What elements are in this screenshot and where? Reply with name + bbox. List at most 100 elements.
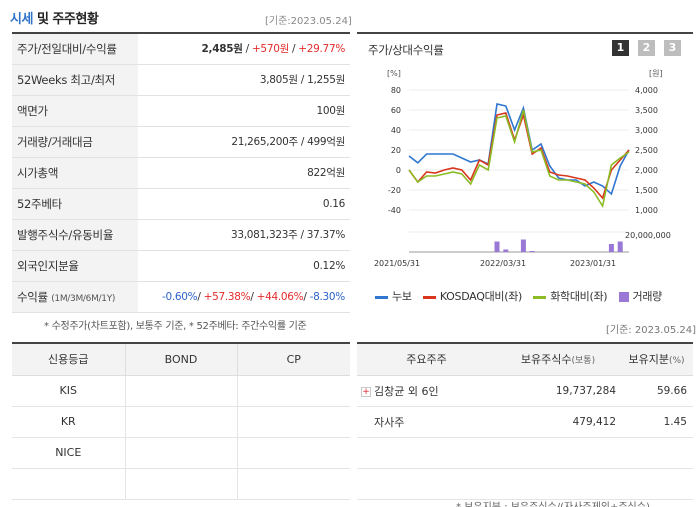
- legend-line-icon: [422, 295, 436, 299]
- row-value: 100원: [316, 105, 345, 117]
- shares-held: 19,737,284: [496, 375, 620, 407]
- right-tick-label: 1,000: [635, 206, 658, 215]
- relative-return-chart: [%] [원] 80 60 40 20 0 -20 -40 4,000 3,500 3,000 2…: [374, 69, 671, 268]
- header-credit: 신용등급: [12, 344, 125, 376]
- period-button-3[interactable]: 3: [664, 40, 681, 56]
- row-volume: 거래량/거래대금 21,265,200주 / 499억원: [12, 127, 350, 158]
- left-tick-label: 40: [391, 126, 401, 135]
- agency-name: KR: [12, 406, 125, 438]
- row-value: 21,265,200주 / 499억원: [231, 136, 345, 148]
- left-tick-label: -20: [388, 186, 401, 195]
- bond-rating: [124, 406, 237, 438]
- series-line: [408, 109, 630, 209]
- credit-rating-table: 신용등급 BOND CP KIS KR NICE: [12, 342, 350, 500]
- right-axis-ticks: 4,000 3,500 3,000 2,500 2,000 1,500 1,000: [635, 86, 658, 215]
- returns-periods: (1M/3M/6M/1Y): [51, 294, 116, 304]
- shareholders-footnote: * 보유지분 : 보유주식수/(자사주제외+주식수): [456, 498, 650, 507]
- reference-date: [기준:2023.05.24]: [265, 16, 352, 27]
- cp-rating: [236, 437, 350, 469]
- legend-line-icon: [375, 295, 388, 299]
- shareholder-name: [357, 468, 496, 500]
- return-1m: -0.60%: [161, 291, 198, 303]
- row-label: 52주베타: [12, 189, 138, 219]
- stake-percent: 59.66: [620, 375, 693, 407]
- chart-legend: 누보 KOSDAQ대비(좌) 화학대비(좌) 거래량: [375, 288, 670, 304]
- right-tick-label: 4,000: [635, 86, 658, 95]
- legend-square-icon: [618, 292, 629, 302]
- legend-item-nubo: 누보: [375, 290, 412, 303]
- row-label: 수익률 (1M/3M/6M/1Y): [12, 282, 138, 312]
- row-value: 822억원: [307, 167, 345, 179]
- table-row: [357, 468, 693, 500]
- series-line: [408, 103, 630, 196]
- table-row: 자사주 479,412 1.45: [357, 406, 693, 438]
- x-tick-label: 2022/03/31: [480, 259, 526, 268]
- row-price: 주가/전일대비/수익률 2,485원 / +570원 / +29.77%: [12, 34, 350, 65]
- left-tick-label: 60: [391, 106, 401, 115]
- stake-percent: 1.45: [620, 406, 693, 438]
- row-returns: 수익률 (1M/3M/6M/1Y) -0.60%/ +57.38%/ +44.0…: [12, 282, 350, 313]
- return-1y: -8.30%: [309, 291, 346, 303]
- stake-percent: [620, 468, 693, 500]
- table-row: KR: [12, 406, 350, 438]
- bond-rating: [124, 437, 237, 469]
- bond-rating: [124, 375, 237, 407]
- volume-bar: [520, 239, 526, 252]
- row-beta: 52주베타 0.16: [12, 189, 350, 220]
- right-tick-label: 2,500: [635, 146, 658, 155]
- x-tick-label: 2021/05/31: [374, 259, 420, 268]
- title-highlight: 시세: [10, 12, 33, 27]
- header-shareholder: 주요주주: [357, 344, 496, 376]
- volume-tick-label: 20,000,000: [625, 231, 671, 240]
- cp-rating: [236, 375, 350, 407]
- volume-bar: [617, 241, 623, 252]
- row-label: 거래량/거래대금: [12, 127, 138, 157]
- period-button-1[interactable]: 1: [612, 40, 629, 56]
- legend-line-icon: [533, 295, 547, 299]
- row-value: 3,805원 / 1,255원: [259, 74, 345, 86]
- cp-rating: [236, 406, 350, 438]
- legend-item-volume: 거래량: [618, 290, 662, 303]
- shareholders-table: 주요주주 보유주식수(보통) 보유지분(%) + 김창균 외 6인 19,737,…: [357, 342, 693, 500]
- left-axis-ticks: 80 60 40 20 0 -20 -40: [388, 86, 401, 215]
- chart-reference-date: [기준: 2023.05.24]: [606, 325, 697, 336]
- header-shares-main: 보유주식수: [520, 353, 572, 367]
- returns-label: 수익률: [17, 290, 48, 304]
- header-stake-main: 보유지분: [628, 353, 669, 367]
- stake-percent: [620, 437, 693, 469]
- left-tick-label: 0: [396, 166, 401, 175]
- right-tick-label: 3,000: [635, 126, 658, 135]
- legend-item-kosdaq: KOSDAQ대비(좌): [422, 290, 523, 303]
- cp-rating: [236, 468, 350, 500]
- row-label: 시가총액: [12, 158, 138, 188]
- separator: /: [288, 43, 299, 55]
- table-row: [12, 468, 350, 500]
- shareholder-name: 자사주: [357, 406, 496, 438]
- row-value: 0.16: [322, 198, 345, 210]
- legend-label: 누보: [392, 290, 412, 303]
- return-6m: +44.06%: [256, 291, 304, 303]
- row-foreign: 외국인지분율 0.12%: [12, 251, 350, 282]
- shareholder-name: 김창균 외 6인: [374, 384, 439, 398]
- row-label: 52Weeks 최고/최저: [12, 65, 138, 95]
- shares-held: [496, 437, 620, 469]
- volume-bar: [529, 251, 535, 252]
- page-title: 시세 및 주주현황: [10, 8, 99, 27]
- bond-rating: [124, 468, 237, 500]
- market-footnote: * 수정주가(차트포함), 보통주 기준, * 52주베타: 주간수익률 기준: [44, 321, 307, 332]
- row-value: -0.60%/ +57.38%/ +44.06%/ -8.30%: [161, 291, 346, 303]
- row-market-cap: 시가총액 822억원: [12, 158, 350, 189]
- row-label: 액면가: [12, 96, 138, 126]
- x-axis-ticks: 2021/05/31 2022/03/31 2023/01/31: [374, 259, 616, 268]
- period-button-2[interactable]: 2: [638, 40, 655, 56]
- series-lines: [408, 103, 630, 209]
- legend-label: 화학대비(좌): [550, 290, 608, 303]
- title-rest: 및 주주현황: [32, 12, 99, 27]
- market-info-table: 주가/전일대비/수익률 2,485원 / +570원 / +29.77% 52W…: [12, 32, 350, 313]
- row-label: 주가/전일대비/수익률: [12, 34, 138, 64]
- left-tick-label: 80: [391, 86, 401, 95]
- right-tick-label: 1,500: [635, 186, 658, 195]
- expand-icon[interactable]: +: [361, 386, 371, 397]
- row-value: 2,485원 / +570원 / +29.77%: [138, 34, 350, 64]
- legend-label: KOSDAQ대비(좌): [439, 290, 523, 303]
